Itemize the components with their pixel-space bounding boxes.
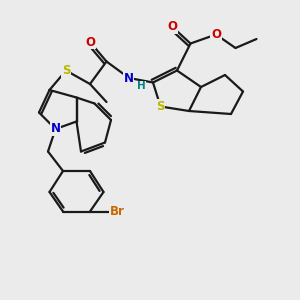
Text: N: N <box>123 71 134 85</box>
Text: S: S <box>156 100 165 113</box>
Text: O: O <box>85 35 95 49</box>
Text: H: H <box>137 81 146 92</box>
Text: Br: Br <box>110 205 124 218</box>
Text: O: O <box>211 28 221 41</box>
Text: O: O <box>167 20 178 34</box>
Text: S: S <box>62 64 70 77</box>
Text: N: N <box>50 122 61 136</box>
